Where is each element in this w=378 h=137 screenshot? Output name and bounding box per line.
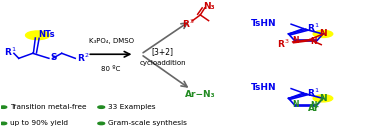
Text: 33 Examples: 33 Examples: [108, 104, 155, 110]
Text: Transition metal-free: Transition metal-free: [10, 104, 87, 110]
Text: R$^2$: R$^2$: [77, 52, 90, 64]
Text: K₃PO₄, DMSO: K₃PO₄, DMSO: [88, 38, 133, 44]
Text: R$^3$: R$^3$: [277, 37, 290, 50]
Text: N: N: [293, 36, 299, 45]
Circle shape: [0, 106, 7, 108]
Circle shape: [26, 31, 50, 40]
Text: N: N: [293, 100, 299, 109]
Text: R$^1$: R$^1$: [307, 86, 319, 99]
Text: R$^3$: R$^3$: [181, 18, 194, 30]
Text: Ar: Ar: [308, 104, 319, 113]
Text: up to 90% yield: up to 90% yield: [10, 120, 68, 126]
Text: NTs: NTs: [39, 30, 55, 39]
Text: TsHN: TsHN: [250, 19, 276, 28]
Text: N: N: [319, 29, 327, 38]
Circle shape: [313, 95, 333, 102]
Text: N: N: [310, 101, 317, 110]
Circle shape: [0, 122, 7, 125]
Text: R$^1$: R$^1$: [5, 46, 17, 58]
Text: S: S: [50, 53, 57, 62]
Circle shape: [98, 106, 105, 108]
Text: 80 ºC: 80 ºC: [101, 65, 121, 72]
Text: N: N: [319, 94, 327, 103]
Circle shape: [98, 122, 105, 125]
Text: Ar−N₃: Ar−N₃: [185, 90, 216, 99]
Text: R$^1$: R$^1$: [307, 22, 319, 35]
Text: N₃: N₃: [203, 2, 215, 11]
Text: N: N: [310, 37, 317, 46]
Text: TsHN: TsHN: [250, 83, 276, 92]
Text: cycloaddition: cycloaddition: [139, 60, 186, 66]
Circle shape: [313, 30, 333, 37]
Text: Gram-scale synthesis: Gram-scale synthesis: [108, 120, 187, 126]
Text: [3+2]: [3+2]: [152, 47, 174, 56]
